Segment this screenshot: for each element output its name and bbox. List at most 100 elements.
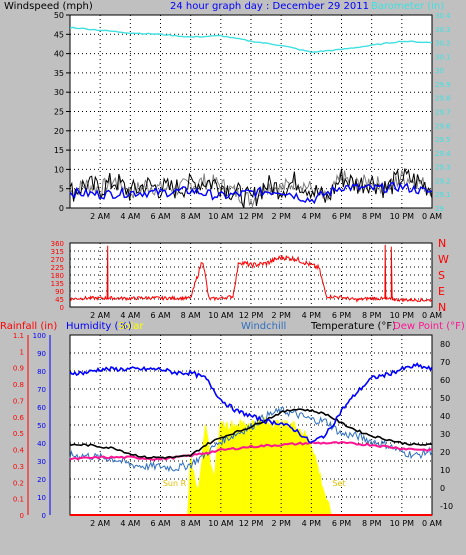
humidity-tick-label: 70 [37,386,46,394]
y-tick-label: 50 [54,11,64,20]
temperature-tick-label: 20 [440,448,450,457]
y-tick-label: 5 [59,185,64,194]
sunset-annotation: Set [332,479,345,488]
wind-direction-series-line [69,244,433,303]
rainfall-tick-label: 0.3 [13,463,24,471]
x-tick-label: 8 PM [362,311,381,320]
barometer-tick-label: 29.3 [435,164,451,172]
temperature-tick-label: -10 [440,502,453,511]
y-tick-label: 15 [54,146,64,155]
rainfall-tick-label: 0.1 [13,496,24,504]
barometer-tick-label: 30.2 [435,40,451,48]
rainfall-tick-label: 1.1 [13,332,24,340]
x-tick-label: 2 PM [271,519,290,528]
compass-tick-label: N [438,301,446,314]
sunrise-annotation: Sun R [163,479,187,488]
rainfall-tick-label: 0.2 [13,479,24,487]
temperature-tick-label: 30 [440,430,450,439]
temperature-axis-title: Temperature (°F) [311,321,397,332]
barometer-series-line [69,26,433,54]
humidity-tick-label: 60 [37,404,46,412]
windchill-series-line [69,406,433,473]
y-tick-label: 25 [54,108,64,117]
direction-tick-label: 270 [51,256,64,264]
barometer-tick-label: 30.1 [435,53,451,61]
y-tick-label: 30 [54,88,64,97]
rainfall-axis-title: Rainfall (in) [0,321,58,332]
x-tick-label: 12 PM [239,311,264,320]
x-tick-label: 6 AM [150,311,170,320]
temperature-tick-label: 70 [440,358,450,367]
compass-tick-label: N [438,237,446,250]
barometer-axis-title: Barometer (in) [371,1,445,12]
humidity-tick-label: 80 [37,368,46,376]
x-tick-label: 6 PM [332,519,351,528]
temperature-series-line [69,408,433,460]
x-tick-label: 10 AM [208,212,233,221]
direction-tick-label: 315 [51,248,64,256]
barometer-tick-label: 29.1 [435,191,451,199]
humidity-tick-label: 90 [37,350,46,358]
temperature-tick-label: 10 [440,466,450,475]
dewpoint-axis-title: Dew Point (°F) [393,321,465,332]
x-tick-label: 2 AM [90,519,110,528]
x-tick-label: 6 PM [332,311,351,320]
barometer-tick-label: 29.5 [435,136,451,144]
humidity-tick-label: 100 [33,332,46,340]
x-tick-label: 8 PM [362,519,381,528]
direction-tick-label: 180 [51,272,64,280]
x-tick-label: 10 PM [390,212,415,221]
x-tick-label: 4 AM [120,311,140,320]
barometer-tick-label: 29.6 [435,122,451,130]
compass-tick-label: W [438,253,449,266]
humidity-series-line [69,362,433,444]
barometer-tick-label: 30.4 [435,12,451,20]
x-tick-label: 6 PM [332,212,351,221]
rainfall-tick-label: 0.5 [13,430,24,438]
y-tick-label: 40 [54,50,64,59]
y-tick-label: 10 [54,165,64,174]
x-tick-label: 2 AM [90,212,110,221]
y-tick-label: 35 [54,69,64,78]
compass-tick-label: E [438,285,445,298]
x-tick-label: 4 PM [302,311,321,320]
humidity-tick-label: 10 [37,494,46,502]
direction-tick-label: 360 [51,240,64,248]
rainfall-tick-label: 0.7 [13,397,24,405]
direction-tick-label: 45 [55,296,64,304]
windspeed-series-line [69,168,433,209]
barometer-tick-label: 29.9 [435,81,451,89]
y-tick-label: 0 [59,204,64,213]
x-tick-label: 10 PM [390,311,415,320]
x-tick-label: 6 AM [150,519,170,528]
humidity-tick-label: 30 [37,458,46,466]
temperature-tick-label: 60 [440,376,450,385]
x-tick-label: 0 AM [422,311,442,320]
humidity-tick-label: 0 [42,512,46,520]
humidity-tick-label: 40 [37,440,46,448]
x-tick-label: 12 PM [239,519,264,528]
x-tick-label: 12 PM [239,212,264,221]
windspeed-axis-title: Windspeed (mph) [4,1,93,12]
humidity-tick-label: 50 [37,422,46,430]
rainfall-tick-label: 0 [20,512,24,520]
barometer-tick-label: 29.2 [435,177,451,185]
x-tick-label: 10 AM [208,519,233,528]
x-tick-label: 2 AM [90,311,110,320]
chart-title: 24 hour graph day : December 29 2011 [170,1,369,12]
y-tick-label: 45 [54,30,64,39]
x-tick-label: 2 PM [271,212,290,221]
temperature-tick-label: 40 [440,412,450,421]
barometer-tick-label: 29.8 [435,95,451,103]
x-tick-label: 8 AM [181,519,201,528]
humidity-axis-title: Humidity (%) [66,321,132,332]
humidity-tick-label: 20 [37,476,46,484]
windchill-axis-title: Windchill [241,321,287,332]
x-tick-label: 4 AM [120,212,140,221]
wind-average-series-line [69,182,433,205]
rainfall-tick-label: 0.9 [13,365,24,373]
x-tick-label: 8 AM [181,212,201,221]
dewpoint-series-line [69,440,433,461]
rainfall-tick-label: 0.6 [13,414,25,422]
